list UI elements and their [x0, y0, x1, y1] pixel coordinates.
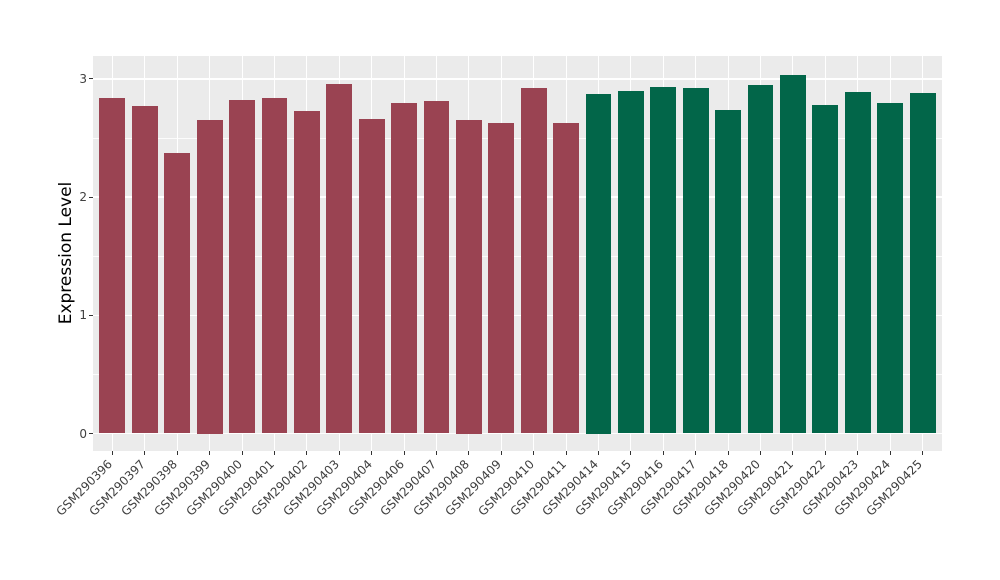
- bar-GSM290422: [812, 104, 839, 434]
- x-tick-mark: [662, 451, 664, 455]
- y-tick-label: 2: [79, 190, 87, 205]
- x-tick-mark: [597, 451, 600, 455]
- x-tick-mark: [403, 451, 405, 455]
- y-tick-label: 1: [79, 308, 87, 323]
- x-tick-mark: [338, 451, 340, 455]
- x-tick-mark: [500, 451, 502, 455]
- x-tick-mark: [695, 451, 697, 455]
- bar-GSM290397: [131, 106, 158, 434]
- x-tick-mark: [792, 451, 794, 455]
- horizontal-major-gridline: [93, 314, 942, 316]
- bar-GSM290400: [229, 100, 256, 434]
- y-tick-mark: [89, 314, 93, 316]
- bar-GSM290418: [715, 109, 742, 434]
- x-tick-mark: [435, 451, 438, 455]
- bar-GSM290403: [326, 83, 353, 434]
- bar-GSM290421: [779, 75, 806, 434]
- x-tick-mark: [889, 451, 891, 455]
- bar-GSM290402: [293, 110, 320, 434]
- x-tick-mark: [273, 451, 275, 455]
- y-tick-mark: [89, 78, 93, 80]
- x-tick-mark: [630, 451, 632, 455]
- bar-GSM290407: [423, 101, 450, 434]
- x-tick-mark: [565, 451, 567, 455]
- bar-GSM290398: [164, 153, 191, 434]
- y-tick-label: 0: [79, 426, 87, 441]
- bar-GSM290414: [585, 94, 612, 434]
- horizontal-minor-gridline: [93, 255, 942, 257]
- bar-GSM290410: [520, 88, 547, 434]
- x-tick-mark: [533, 451, 535, 455]
- x-tick-mark: [144, 451, 146, 455]
- x-tick-mark: [209, 451, 211, 455]
- bar-GSM290401: [261, 97, 288, 434]
- x-tick-mark: [857, 451, 859, 455]
- x-tick-mark: [468, 451, 470, 455]
- plot-panel: [93, 56, 942, 451]
- x-tick-mark: [824, 451, 826, 455]
- x-tick-mark: [727, 451, 729, 455]
- bar-GSM290408: [455, 120, 482, 434]
- horizontal-major-gridline: [93, 78, 942, 80]
- x-tick-mark: [111, 451, 113, 455]
- bar-GSM290425: [909, 93, 936, 434]
- bar-GSM290411: [553, 122, 580, 434]
- y-tick-mark: [89, 196, 93, 198]
- y-tick-mark: [89, 432, 93, 435]
- bar-GSM290404: [358, 119, 385, 434]
- x-tick-mark: [759, 451, 762, 455]
- horizontal-major-gridline: [93, 196, 942, 198]
- y-tick-label: 3: [79, 71, 87, 86]
- bar-GSM290416: [650, 87, 677, 434]
- x-tick-mark: [176, 451, 178, 455]
- bar-GSM290420: [747, 84, 774, 434]
- bar-GSM290399: [196, 120, 223, 434]
- bar-GSM290406: [391, 102, 418, 434]
- horizontal-major-gridline: [93, 432, 942, 435]
- bar-GSM290415: [617, 90, 644, 434]
- x-tick-mark: [922, 451, 924, 455]
- bar-GSM290396: [99, 97, 126, 434]
- x-tick-mark: [306, 451, 308, 455]
- bar-GSM290409: [488, 122, 515, 434]
- bar-GSM290423: [844, 91, 871, 434]
- bar-GSM290417: [682, 88, 709, 434]
- x-tick-mark: [241, 451, 243, 455]
- bar-GSM290424: [877, 102, 904, 434]
- horizontal-minor-gridline: [93, 137, 942, 139]
- x-tick-mark: [371, 451, 373, 455]
- horizontal-minor-gridline: [93, 374, 942, 375]
